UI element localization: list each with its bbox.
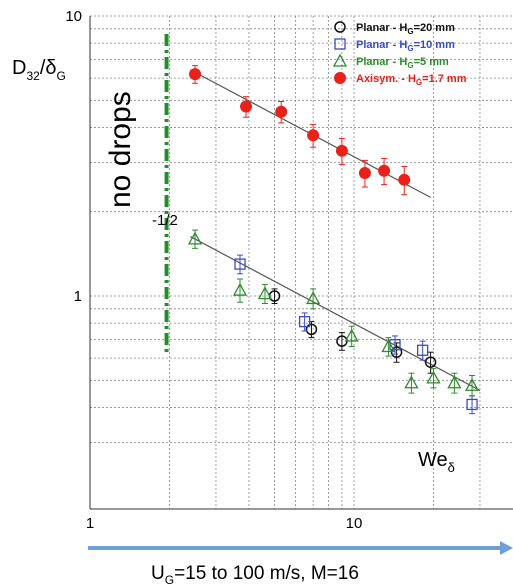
fit-lines bbox=[190, 69, 481, 391]
legend-marker-planar-10mm bbox=[334, 38, 346, 50]
point-axisym-1-7mm bbox=[189, 68, 202, 81]
legend-label-planar-20mm: Planar - HG=20 mm bbox=[356, 22, 455, 36]
x-tick-label: 1 bbox=[86, 515, 94, 532]
point-planar-5mm bbox=[306, 291, 321, 305]
x-label-sub: δ bbox=[448, 460, 455, 475]
point-planar-5mm bbox=[447, 375, 462, 389]
grid bbox=[90, 15, 513, 509]
point-planar-5mm bbox=[464, 377, 480, 391]
point-planar-10mm bbox=[466, 398, 478, 411]
legend-marker-planar-20mm bbox=[334, 21, 346, 33]
point-planar-20mm bbox=[424, 356, 437, 368]
x-axis-label: Weδ bbox=[418, 449, 455, 475]
y-label-sub2: G bbox=[57, 69, 66, 83]
point-planar-10mm bbox=[234, 258, 246, 270]
point-planar-5mm bbox=[344, 328, 359, 342]
no-drops-annotation: no drops bbox=[104, 91, 137, 208]
legend: Planar - HG=20 mm Planar - HG=10 mm Planar… bbox=[332, 21, 467, 87]
point-planar-10mm bbox=[417, 344, 429, 356]
legend-marker-axisym-1-7mm bbox=[334, 72, 346, 84]
point-axisym-1-7mm bbox=[240, 100, 253, 113]
point-planar-5mm bbox=[187, 231, 203, 245]
slope-annotation: -1/2 bbox=[152, 212, 178, 229]
point-planar-5mm bbox=[404, 375, 419, 389]
point-planar-20mm bbox=[305, 323, 318, 336]
point-axisym-1-7mm bbox=[335, 144, 348, 157]
data-markers bbox=[187, 65, 480, 415]
point-planar-20mm bbox=[390, 346, 403, 358]
y-tick-label: 1 bbox=[74, 288, 82, 305]
y-axis-label: D32/δG bbox=[12, 57, 66, 83]
point-planar-5mm bbox=[381, 339, 396, 353]
point-axisym-1-7mm bbox=[358, 166, 371, 179]
bottom-label-rest: =15 to 100 m/s, M=16 bbox=[174, 563, 359, 584]
legend-label-planar-5mm: Planar - HG=5 mm bbox=[356, 56, 449, 70]
point-axisym-1-7mm bbox=[307, 129, 320, 142]
x-label-main: We bbox=[418, 449, 448, 471]
fit-lower bbox=[190, 236, 481, 391]
point-planar-10mm bbox=[298, 315, 311, 328]
bottom-label-u: U bbox=[151, 563, 165, 584]
point-planar-5mm bbox=[232, 282, 248, 296]
axes bbox=[89, 16, 513, 510]
x-tick-label: 10 bbox=[346, 515, 363, 532]
y-tick-label: 10 bbox=[65, 8, 82, 25]
point-planar-5mm bbox=[426, 370, 441, 384]
point-axisym-1-7mm bbox=[398, 173, 411, 186]
tick-labels: 1 10 1 10 bbox=[65, 8, 362, 532]
point-axisym-1-7mm bbox=[378, 164, 391, 177]
legend-marker-planar-5mm bbox=[332, 53, 348, 67]
bottom-label: UG=15 to 100 m/s, M=16 bbox=[151, 563, 359, 587]
legend-label-planar-10mm: Planar - HG=10 mm bbox=[356, 39, 455, 53]
point-axisym-1-7mm bbox=[275, 105, 288, 118]
y-label-sub1: 32 bbox=[26, 69, 40, 83]
point-planar-5mm bbox=[257, 286, 273, 300]
legend-label-axisym-1-7mm: Axisym. - HG=1.7 mm bbox=[356, 73, 467, 87]
y-label-slash: /δ bbox=[40, 57, 57, 79]
bottom-label-g: G bbox=[165, 573, 174, 587]
y-label-main: D bbox=[12, 57, 26, 79]
velocity-arrow-head bbox=[500, 541, 513, 555]
